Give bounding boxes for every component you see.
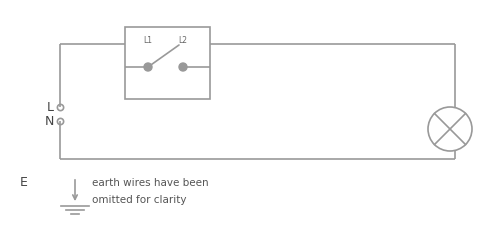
Text: E: E (20, 176, 28, 189)
Text: L1: L1 (144, 36, 152, 45)
Text: L: L (47, 101, 54, 114)
Text: earth wires have been: earth wires have been (92, 177, 208, 187)
Circle shape (144, 64, 152, 72)
Text: omitted for clarity: omitted for clarity (92, 194, 187, 204)
Text: N: N (45, 115, 54, 128)
Text: L2: L2 (179, 36, 187, 45)
Bar (125, 28, 210, 100)
Circle shape (179, 64, 187, 72)
